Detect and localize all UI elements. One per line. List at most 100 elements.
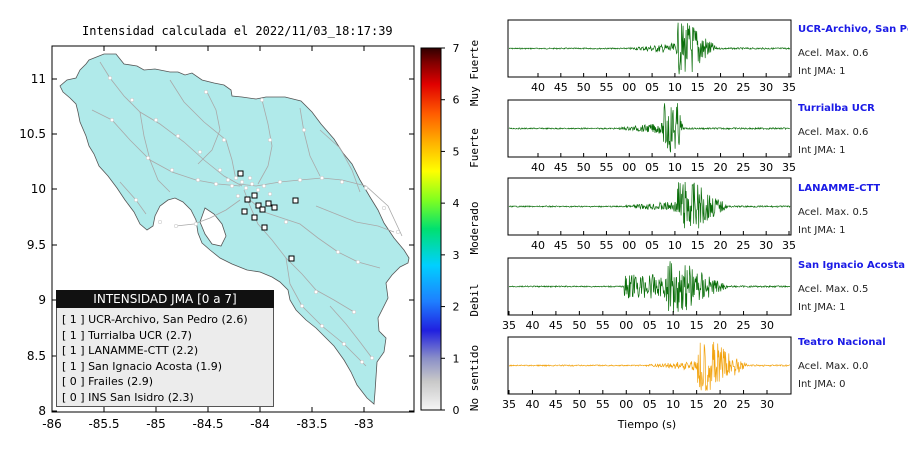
- lat-tick-label: 9: [38, 293, 46, 307]
- legend-row: [ 0 ] Frailes (2.9): [62, 375, 153, 388]
- trace-jma: Int JMA: 1: [798, 225, 846, 236]
- legend-station: Turrialba UCR (2.7): [84, 328, 192, 342]
- time-tick-label: 00: [619, 398, 633, 411]
- time-tick-label: 35: [502, 398, 516, 411]
- town-markers: [107, 75, 401, 365]
- time-tick-label: 40: [531, 81, 545, 94]
- time-tick-label: 45: [554, 81, 568, 94]
- legend-station: LANAMME-CTT (2.2): [84, 344, 199, 357]
- lon-tick-label: -83: [354, 417, 374, 431]
- time-tick-label: 50: [577, 161, 591, 174]
- legend-row: [ 1 ] UCR-Archivo, San Pedro (2.6): [62, 313, 248, 326]
- time-tick-label: 00: [622, 161, 636, 174]
- colorbar-tick-label: 3: [453, 249, 460, 262]
- costa-rica-land: [59, 53, 410, 405]
- legend-row: [ 0 ] INS San Isidro (2.3): [62, 391, 194, 404]
- waveform: [508, 22, 791, 75]
- colorbar-level-label: Fuerte: [468, 128, 481, 168]
- intensity-legend: [56, 290, 274, 407]
- time-tick-label: 55: [599, 161, 613, 174]
- waveform: [508, 103, 791, 153]
- waveform: [509, 261, 791, 313]
- lat-tick-label: 11: [31, 72, 46, 86]
- time-tick-label: 55: [599, 239, 613, 252]
- legend-level: [ 1 ]: [62, 359, 85, 373]
- lon-tick-label: -83.5: [296, 417, 327, 431]
- seismogram-panels: 40 45 50 55 00 05 10 15 20 25 30 35 40 45 50 55 00 05 10 15…: [502, 19, 796, 411]
- time-tick-label: 20: [713, 398, 727, 411]
- time-tick-label: 10: [668, 81, 682, 94]
- legend-row: [ 1 ] Turrialba UCR (2.7): [62, 329, 192, 342]
- time-tick-label: 40: [525, 398, 539, 411]
- time-tick-label: 00: [619, 319, 633, 332]
- time-tick-label: 35: [782, 161, 796, 174]
- nicoya-gulf: [199, 207, 227, 247]
- time-tick-label: 40: [525, 319, 539, 332]
- colorbar-tick-label: 4: [453, 197, 460, 210]
- time-tick-label: 45: [549, 398, 563, 411]
- time-tick-label: 50: [577, 239, 591, 252]
- time-tick-label: 45: [549, 319, 563, 332]
- lon-tick-label: -85: [146, 417, 166, 431]
- trace-accel: Acel. Max. 0.6: [798, 127, 869, 138]
- time-tick-label: 10: [668, 239, 682, 252]
- time-tick-label: 25: [737, 398, 751, 411]
- time-tick-label: 40: [531, 161, 545, 174]
- time-tick-label: 05: [645, 161, 659, 174]
- time-tick-label: 00: [622, 239, 636, 252]
- colorbar-tick-label: 7: [453, 42, 460, 55]
- lon-tick-label: -84: [250, 417, 270, 431]
- trace-accel: Acel. Max. 0.5: [798, 207, 869, 218]
- time-tick-label: 20: [713, 319, 727, 332]
- time-tick-label: 45: [554, 239, 568, 252]
- lat-tick-label: 8: [38, 404, 46, 418]
- trace-station-name: Turrialba UCR: [798, 103, 875, 114]
- lon-tick-label: -84.5: [192, 417, 223, 431]
- time-tick-label: 15: [690, 319, 704, 332]
- colorbar-level-label: Moderado: [468, 202, 481, 255]
- legend-station: Frailes (2.9): [84, 375, 154, 388]
- lat-tick-label: 8.5: [27, 349, 46, 363]
- colorbar-level-label: No sentido: [468, 345, 481, 411]
- trace-jma: Int JMA: 1: [798, 145, 846, 156]
- time-axis-label: Tiempo (s): [617, 418, 676, 431]
- trace-accel: Acel. Max. 0.5: [798, 284, 869, 295]
- legend-row: [ 1 ] LANAMME-CTT (2.2): [62, 344, 198, 357]
- legend-station: San Ignacio Acosta (1.9): [84, 359, 223, 373]
- time-tick-label: 20: [714, 239, 728, 252]
- time-tick-label: 25: [737, 319, 751, 332]
- time-tick-label: 15: [691, 81, 705, 94]
- trace-station-name: LANAMME-CTT: [798, 183, 881, 194]
- latitude-axis: 11 10.5 10 9.5 9 8.5 8: [19, 72, 414, 418]
- time-tick-label: 05: [643, 319, 657, 332]
- time-tick-label: 45: [554, 161, 568, 174]
- time-tick-label: 10: [666, 398, 680, 411]
- time-tick-label: 50: [572, 319, 586, 332]
- trace-accel: Acel. Max. 0.6: [798, 48, 869, 59]
- time-tick-label: 10: [666, 319, 680, 332]
- colorbar-ticks: 7 6 5 4 3 2 1 0: [441, 42, 460, 417]
- trace-station-name: San Ignacio Acosta: [798, 260, 906, 271]
- trace-jma: Int JMA: 1: [798, 302, 846, 313]
- colorbar-labels: Muy Fuerte Fuerte Moderado Debil No sentido: [468, 40, 481, 411]
- waveform: [509, 341, 791, 391]
- time-tick-label: 40: [531, 239, 545, 252]
- time-tick-label: 10: [668, 161, 682, 174]
- time-tick-label: 15: [691, 239, 705, 252]
- time-tick-label: 55: [596, 319, 610, 332]
- colorbar-level-label: Muy Fuerte: [468, 40, 481, 106]
- trace-jma: Int JMA: 1: [798, 66, 846, 77]
- trace-accel: Acel. Max. 0.0: [798, 361, 869, 372]
- waveform: [508, 181, 791, 229]
- trace-jma: Int JMA: 0: [798, 379, 846, 390]
- time-tick-label: 25: [736, 161, 750, 174]
- lat-tick-label: 10.5: [19, 127, 46, 141]
- time-tick-label: 30: [759, 81, 773, 94]
- legend-level: [ 1 ]: [62, 344, 85, 357]
- colorbar-tick-label: 2: [453, 301, 460, 314]
- lat-tick-label: 9.5: [27, 238, 46, 252]
- map-title: Intensidad calculada el 2022/11/03_18:17…: [82, 24, 393, 38]
- time-tick-label: 30: [760, 319, 774, 332]
- time-tick-label: 25: [736, 239, 750, 252]
